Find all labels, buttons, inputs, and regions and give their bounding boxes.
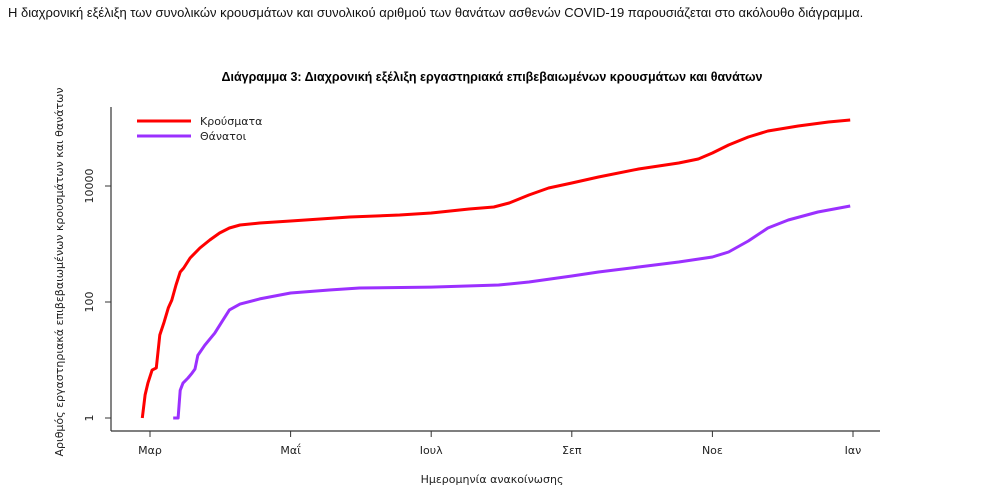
x-tick-label: Μαΐ bbox=[280, 443, 301, 457]
series-line-deaths bbox=[173, 204, 851, 420]
y-tick-label: 100 bbox=[83, 292, 96, 313]
x-tick-label: Ιαν bbox=[845, 444, 862, 457]
y-tick-label: 10000 bbox=[83, 169, 96, 204]
x-tick-label: Σεπ bbox=[562, 444, 582, 457]
x-tick-label: Μαρ bbox=[138, 444, 162, 457]
y-axis-label: Αριθμός εργαστηριακά επιβεβαιωμένων κρου… bbox=[53, 87, 66, 456]
x-tick-label: Νοε bbox=[702, 444, 723, 457]
chart-title: Διάγραμμα 3: Διαχρονική εξέλιξη εργαστηρ… bbox=[221, 70, 762, 84]
y-tick-label: 1 bbox=[83, 415, 96, 422]
series-line-cases bbox=[140, 118, 851, 419]
intro-paragraph: Η διαχρονική εξέλιξη των συνολικών κρουσ… bbox=[8, 5, 864, 20]
x-axis-label: Ημερομηνία ανακοίνωσης bbox=[421, 473, 564, 486]
legend: Κρούσματα Θάνατοι bbox=[137, 115, 262, 143]
legend-label-cases: Κρούσματα bbox=[200, 115, 262, 128]
x-tick-label: Ιουλ bbox=[420, 444, 443, 457]
legend-label-deaths: Θάνατοι bbox=[200, 130, 247, 143]
